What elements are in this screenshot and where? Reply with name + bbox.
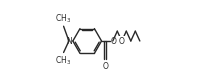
Text: N: N [67, 36, 72, 46]
Text: CH$_3$: CH$_3$ [55, 54, 71, 67]
Text: CH$_3$: CH$_3$ [55, 12, 71, 25]
Text: O: O [111, 36, 116, 46]
Text: O: O [102, 62, 108, 71]
Text: O: O [119, 36, 125, 46]
